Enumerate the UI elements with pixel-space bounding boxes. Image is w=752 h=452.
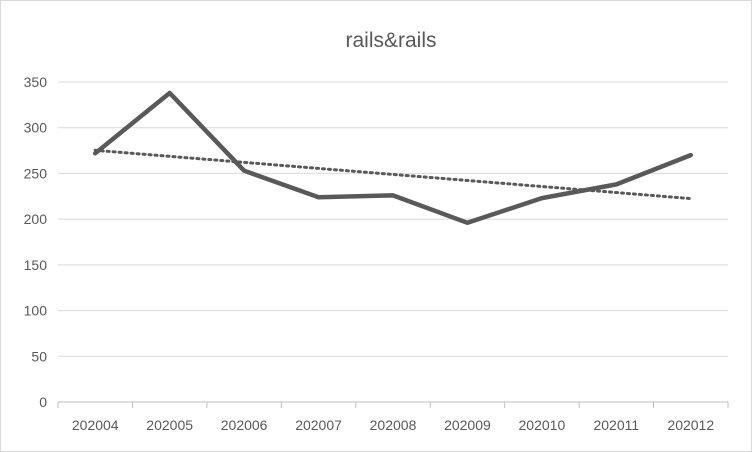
x-tick-label: 202007 (295, 417, 342, 433)
axes (57, 401, 729, 408)
chart-title: rails&rails (345, 29, 436, 52)
x-tick-label: 202010 (519, 417, 566, 433)
y-tick-label: 0 (39, 394, 47, 410)
x-tick-label: 202008 (370, 417, 417, 433)
x-tick-label: 202009 (444, 417, 491, 433)
x-tick-label: 202004 (72, 417, 119, 433)
x-tick-label: 202006 (221, 417, 268, 433)
y-tick-label: 350 (24, 74, 48, 90)
x-tick-label: 202012 (667, 417, 714, 433)
linear-trendline (93, 148, 693, 201)
x-tick-label: 202005 (146, 417, 193, 433)
series-line (92, 90, 694, 226)
tick-labels: 0 50 100 150 200 250 300 350 202004 202005 202006 2… (24, 74, 715, 433)
y-tick-label: 50 (31, 348, 47, 364)
y-tick-label: 250 (24, 165, 48, 181)
x-tick-label: 202011 (593, 417, 639, 433)
y-tick-label: 150 (24, 257, 48, 273)
trendline (93, 148, 693, 201)
series-layer (92, 90, 694, 226)
gridlines (58, 81, 728, 403)
y-tick-label: 300 (24, 120, 48, 136)
y-tick-label: 200 (24, 211, 48, 227)
y-tick-label: 100 (24, 303, 48, 319)
